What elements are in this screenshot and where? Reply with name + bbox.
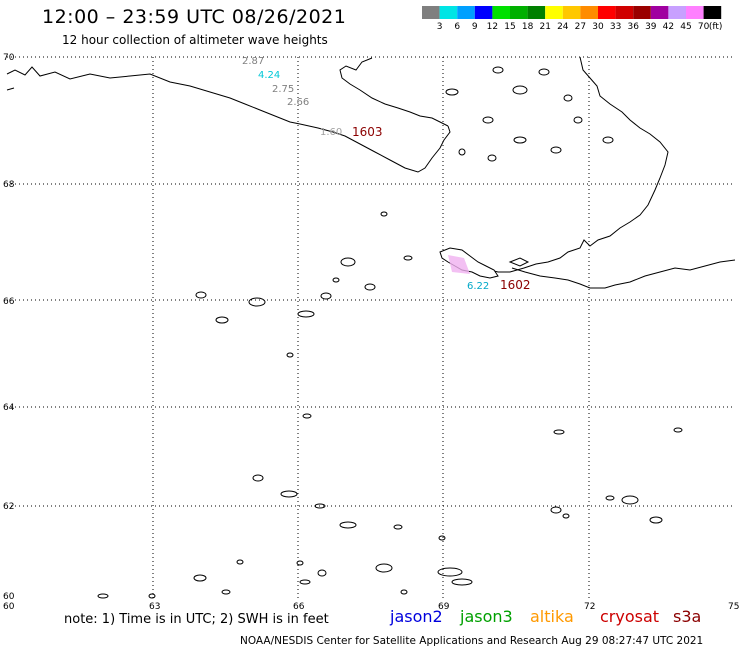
color-scale-tick-label: 39	[645, 22, 657, 32]
color-scale-swatch	[686, 6, 704, 19]
color-scale-tick-label: 12	[487, 22, 498, 32]
color-scale-swatch	[598, 6, 616, 19]
color-scale-tick-label: 33	[610, 22, 621, 32]
page-subtitle: 12 hour collection of altimeter wave hei…	[62, 33, 328, 47]
track-highlight	[448, 255, 470, 274]
lon-label-66: 66	[293, 602, 305, 612]
mission-jason2: jason2	[390, 607, 443, 626]
color-scale-unit: (ft)	[709, 22, 723, 32]
color-scale-swatch	[474, 6, 493, 19]
color-scale-tick-label: 6	[454, 22, 460, 32]
color-scale-swatch	[562, 6, 581, 19]
east-coast-south	[511, 259, 736, 289]
east-coast	[489, 56, 669, 273]
color-scale-swatch	[633, 6, 651, 19]
color-scale-swatch	[650, 6, 669, 19]
color-scale-tick-label: 45	[680, 22, 691, 32]
graticule	[7, 56, 735, 599]
lat-label-62: 62	[3, 502, 14, 512]
lat-label-68: 68	[3, 180, 15, 190]
footnote: note: 1) Time is in UTC; 2) SWH is in fe…	[64, 612, 329, 627]
mission-altika: altika	[530, 607, 574, 626]
lon-label-69: 69	[438, 602, 450, 612]
color-scale-tick-label: 3	[437, 22, 443, 32]
color-scale-tick-label: 27	[575, 22, 586, 32]
lat-label-70: 70	[3, 53, 15, 63]
color-scale-swatch	[615, 6, 634, 19]
lon-label-63: 63	[149, 602, 160, 612]
north-coast-bay	[339, 57, 449, 127]
color-scale-tick-label: 70	[698, 22, 710, 32]
color-scale-tick-label: 24	[557, 22, 569, 32]
color-scale-tick-label: 9	[472, 22, 478, 32]
color-scale-swatch	[439, 6, 458, 19]
color-scale-tick-label: 42	[663, 22, 674, 32]
lon-label-75: 75	[728, 602, 739, 612]
swh-value-label: 2.75	[272, 84, 294, 95]
lakes	[97, 66, 683, 599]
color-scale-tick-label: 18	[522, 22, 534, 32]
coastline	[6, 56, 736, 289]
mission-cryosat: cryosat	[600, 607, 660, 626]
color-scale-tick-label: 30	[592, 22, 604, 32]
lat-label-64: 64	[3, 403, 15, 413]
color-scale-swatch	[545, 6, 563, 19]
color-scale-bar	[422, 6, 722, 19]
mission-s3a: s3a	[673, 607, 702, 626]
lon-label-60: 60	[3, 602, 15, 612]
color-scale-tick-label: 36	[627, 22, 639, 32]
credit-footer: NOAA/NESDIS Center for Satellite Applica…	[240, 635, 704, 647]
north-coast-west	[6, 66, 451, 173]
mission-jason3: jason3	[460, 607, 513, 626]
color-scale-swatch	[422, 6, 440, 19]
color-scale-tick-label: 15	[504, 22, 515, 32]
color-scale-swatch	[510, 6, 528, 19]
page-title: 12:00 – 23:59 UTC 08/26/2021	[42, 6, 347, 28]
lon-label-72: 72	[584, 602, 595, 612]
time-label: 1602	[500, 278, 531, 292]
color-scale-tick-label: 21	[539, 22, 550, 32]
color-scale-swatch	[492, 6, 510, 19]
swh-value-label: 2.87	[242, 56, 264, 67]
time-label: 1603	[352, 125, 383, 139]
color-scale-labels: 3 6 9 12 15 18 21 24 27 30 33 36 39 42 45 70 (ft)	[437, 22, 723, 32]
color-scale-swatch	[703, 6, 722, 19]
lat-label-66: 66	[3, 297, 15, 307]
swh-value-label: 1.60	[320, 127, 342, 138]
coast-fragment-west	[6, 87, 15, 91]
swh-value-label: 2.66	[287, 97, 309, 108]
color-scale-swatch	[457, 6, 475, 19]
lat-label-60: 60	[3, 592, 15, 602]
islet	[508, 257, 530, 267]
swh-value-label: 6.22	[467, 281, 489, 292]
color-scale-swatch	[527, 6, 546, 19]
swh-value-label: 4.24	[258, 70, 280, 81]
color-scale-swatch	[580, 6, 598, 19]
color-scale-swatch	[668, 6, 686, 19]
